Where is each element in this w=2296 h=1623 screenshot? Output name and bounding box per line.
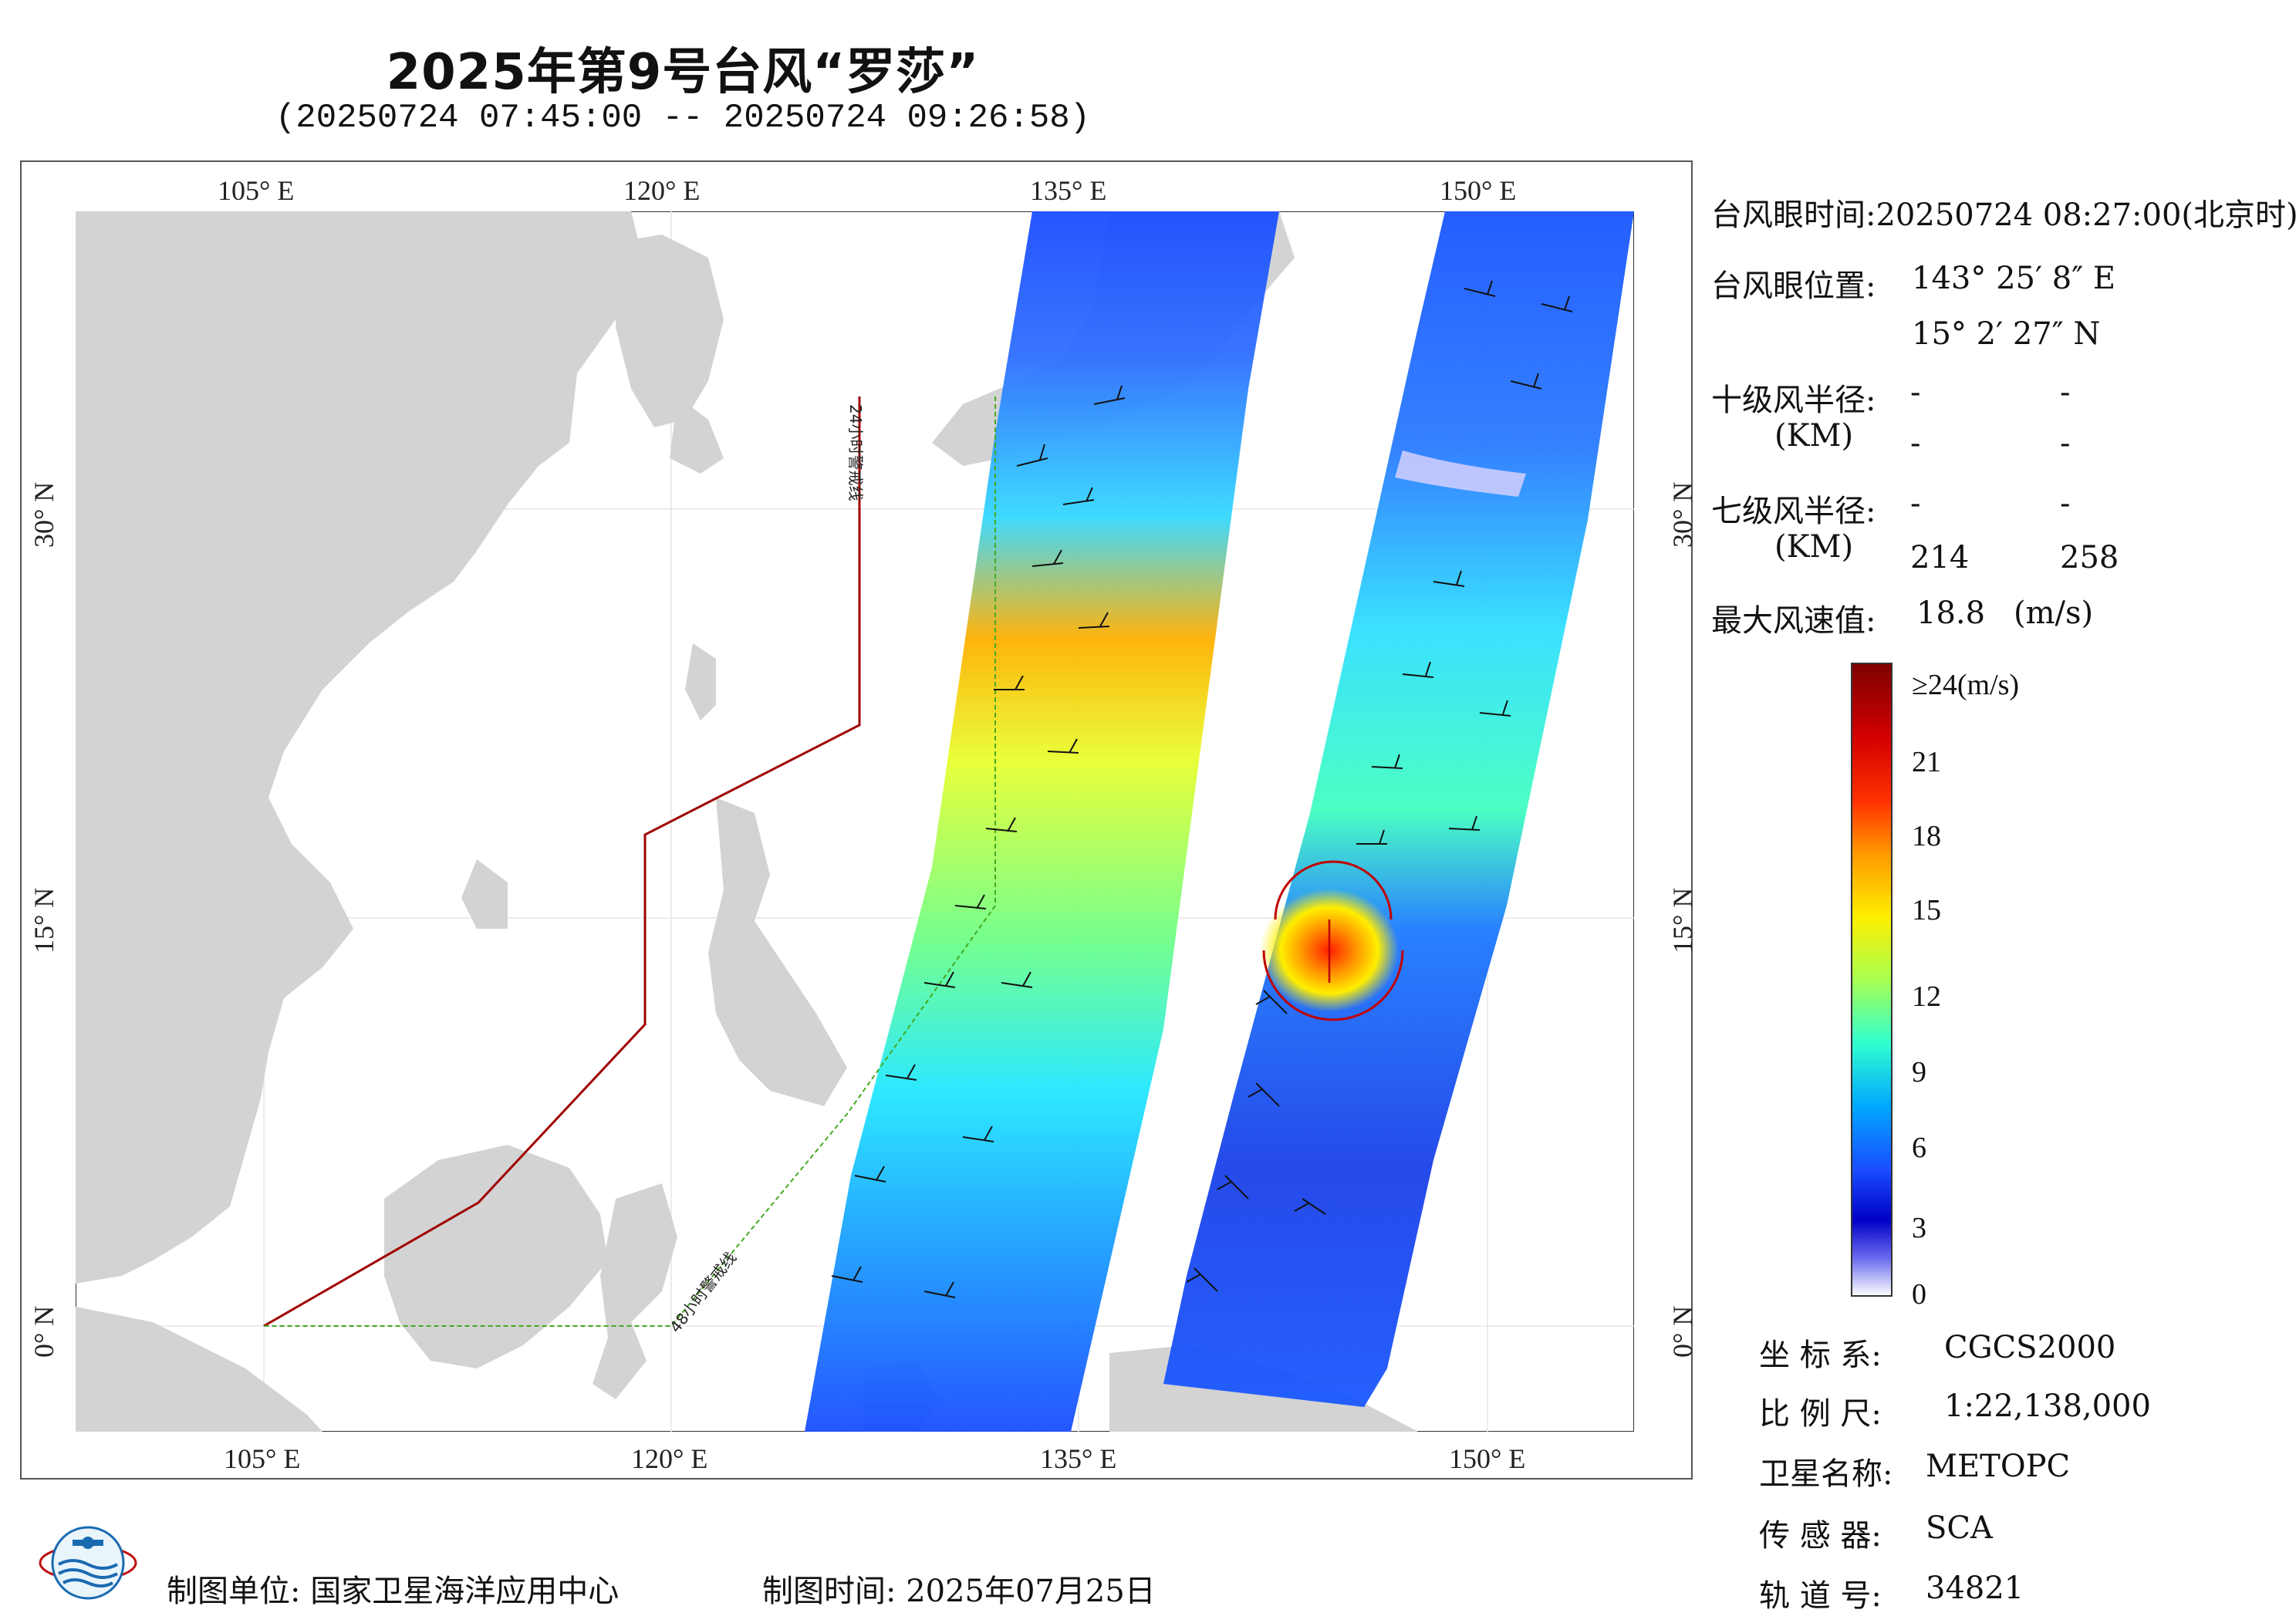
- land-korea-south: [670, 396, 724, 474]
- colorbar-label-24: ≥24(m/s): [1912, 669, 2020, 701]
- low-wind-streak: [1395, 450, 1526, 497]
- map-subtitle: (20250724 07:45:00 -- 20250724 09:26:58): [275, 99, 1091, 137]
- crs-value: CGCS2000: [1944, 1330, 2116, 1365]
- land-borneo: [384, 1145, 608, 1368]
- colorbar-label-3: 3: [1912, 1212, 1926, 1244]
- label-24h-line: 24小时警戒线: [846, 404, 865, 501]
- footer-producer: 制图单位: 国家卫星海洋应用中心: [167, 1574, 620, 1609]
- wind-swath-east: [1163, 211, 1634, 1407]
- wind-swath-west: [805, 211, 1279, 1432]
- crs-label: 坐 标 系:: [1759, 1338, 1882, 1373]
- sensor-label: 传 感 器:: [1759, 1518, 1882, 1554]
- land-sumatra: [76, 1307, 322, 1432]
- r10-value-se: -: [2060, 375, 2071, 410]
- land-asia-mainland: [76, 211, 647, 1284]
- colorbar-label-9: 9: [1912, 1056, 1926, 1088]
- colorbar-label-0: 0: [1912, 1278, 1926, 1311]
- r7-value-nw: 258: [2060, 540, 2119, 575]
- colorbar-label-12: 12: [1912, 980, 1941, 1013]
- colorbar-ramp: [1851, 663, 1893, 1297]
- lon-tick-bottom-120: 120° E: [631, 1443, 708, 1474]
- eye-time: 台风眼时间:20250724 08:27:00(北京时): [1711, 197, 2296, 233]
- orbit-value: 34821: [1926, 1571, 2024, 1606]
- lat-tick-left-15: 15° N: [29, 887, 59, 953]
- lon-tick-top-120: 120° E: [623, 175, 701, 206]
- land-korea: [616, 235, 724, 427]
- lon-tick-bottom-150: 150° E: [1449, 1443, 1526, 1474]
- lon-tick-top-150: 150° E: [1440, 175, 1517, 206]
- land-masses: [76, 211, 1418, 1432]
- r10-value-ne: -: [1910, 375, 1921, 410]
- footer-date: 制图时间: 2025年07月25日: [762, 1574, 1156, 1609]
- r10-label: 十级风半径:: [1711, 383, 1876, 418]
- nsoas-logo-icon: [39, 1526, 137, 1600]
- r7-value-sw: 214: [1910, 540, 1970, 575]
- land-hainan: [461, 859, 508, 929]
- lat-tick-right-15: 15° N: [1667, 887, 1698, 953]
- lon-tick-top-135: 135° E: [1030, 175, 1107, 206]
- satellite-value: METOPC: [1926, 1449, 2071, 1484]
- map-plot: 24小时警戒线 48小时警戒线: [76, 211, 1634, 1432]
- max-wind-value: 18.8: [1916, 596, 1986, 631]
- max-wind-unit: (m/s): [2014, 596, 2094, 631]
- warning-line-24h: [263, 396, 861, 1328]
- orbit-label: 轨 道 号:: [1759, 1578, 1882, 1614]
- land-philippines: [708, 798, 847, 1106]
- r10-value-nw: -: [2060, 426, 2071, 461]
- colorbar-label-6: 6: [1912, 1132, 1926, 1164]
- colorbar-label-15: 15: [1912, 894, 1941, 926]
- max-wind-label: 最大风速值:: [1711, 603, 1876, 639]
- r7-unit: (KM): [1774, 529, 1854, 565]
- eye-latitude: 15° 2′ 27″ N: [1912, 316, 2101, 352]
- eye-longitude: 143° 25′ 8″ E: [1912, 261, 2116, 296]
- colorbar-label-21: 21: [1912, 746, 1941, 778]
- land-sulawesi: [593, 1183, 677, 1399]
- r7-label: 七级风半径:: [1711, 494, 1876, 529]
- eye-position-label: 台风眼位置:: [1711, 268, 1876, 304]
- sensor-value: SCA: [1926, 1510, 1993, 1546]
- r10-value-sw: -: [1910, 426, 1921, 461]
- lat-tick-left-30: 30° N: [29, 481, 59, 548]
- satellite-label: 卫星名称:: [1759, 1456, 1893, 1492]
- r10-unit: (KM): [1774, 418, 1854, 454]
- lat-tick-left-0: 0° N: [29, 1305, 59, 1358]
- r7-value-se: -: [2060, 486, 2071, 521]
- lon-tick-bottom-105: 105° E: [224, 1443, 301, 1474]
- lon-tick-bottom-135: 135° E: [1040, 1443, 1117, 1474]
- map-title: 2025年第9号台风“罗莎”: [386, 44, 980, 101]
- r7-radius-north: [1274, 860, 1393, 920]
- scale-value: 1:22,138,000: [1944, 1388, 2151, 1424]
- wind-barbs: [831, 280, 1573, 1298]
- colorbar: [1851, 663, 1893, 1297]
- land-taiwan: [685, 643, 716, 720]
- r7-value-ne: -: [1910, 486, 1921, 521]
- lat-tick-right-30: 30° N: [1667, 481, 1698, 548]
- scale-label: 比 例 尺:: [1759, 1396, 1882, 1432]
- colorbar-label-18: 18: [1912, 820, 1941, 852]
- warning-line-48h: [264, 396, 996, 1327]
- lat-tick-right-0: 0° N: [1667, 1305, 1698, 1358]
- lon-tick-top-105: 105° E: [218, 175, 295, 206]
- r7-radius-south: [1262, 950, 1404, 1021]
- map-frame: [20, 160, 1693, 1480]
